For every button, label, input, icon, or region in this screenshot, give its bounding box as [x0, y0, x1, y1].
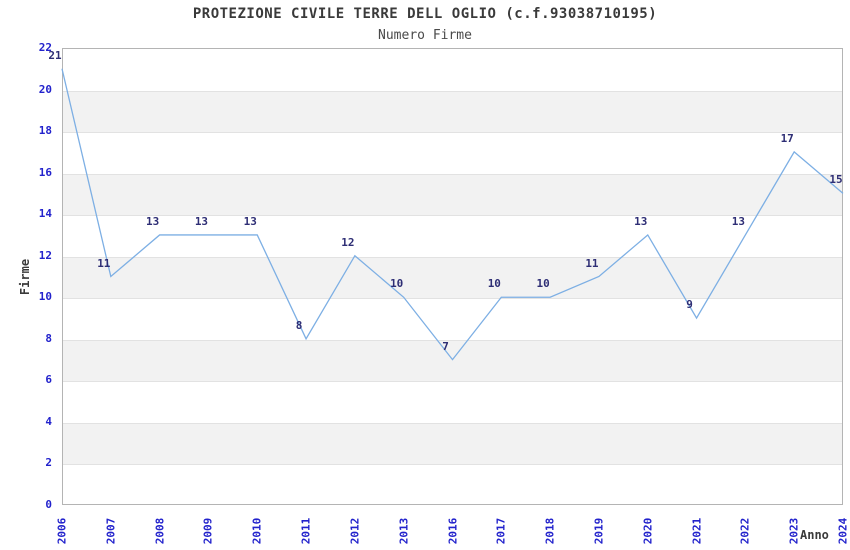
y-tick-label: 16 [38, 165, 52, 179]
x-tick-label: 2006 [55, 517, 69, 545]
x-tick-label: 2009 [201, 517, 215, 545]
gridline [63, 256, 842, 258]
gridline [63, 464, 842, 466]
x-tick-label: 2017 [494, 517, 508, 545]
gridline [63, 381, 842, 383]
y-tick-label: 6 [45, 373, 52, 387]
grid-band [63, 173, 842, 216]
data-point-label: 13 [146, 214, 160, 228]
x-tick-label: 2007 [104, 517, 118, 545]
data-point-label: 13 [634, 214, 648, 228]
gridline [63, 90, 842, 92]
data-point-label: 13 [194, 214, 209, 228]
data-point-label: 15 [829, 173, 843, 187]
x-tick-label: 2012 [348, 517, 362, 545]
gridline [63, 132, 842, 134]
data-point-label: 12 [341, 235, 355, 249]
data-point-label: 8 [295, 318, 303, 332]
gridline [63, 422, 842, 424]
x-tick-label: 2022 [738, 517, 752, 545]
x-tick-label: 2016 [446, 517, 459, 545]
x-tick-label: 2010 [250, 517, 264, 545]
x-tick-label: 2023 [787, 517, 801, 545]
data-point-label: 13 [731, 214, 745, 228]
x-tick-label: 2013 [397, 517, 411, 545]
x-tick-label: 2018 [543, 517, 557, 545]
x-tick-label: 2024 [836, 517, 850, 545]
plot-area [62, 48, 843, 505]
x-tick-label: 2019 [592, 517, 606, 545]
chart-subtitle: Numero Firme [378, 28, 472, 43]
grid-band [63, 422, 842, 465]
data-point-label: 17 [780, 131, 794, 145]
x-tick-label: 2008 [153, 517, 167, 545]
y-tick-label: 20 [38, 82, 52, 96]
y-tick-label: 2 [45, 456, 52, 470]
gridline [63, 215, 842, 217]
y-tick-label: 22 [38, 41, 52, 54]
y-tick-label: 0 [45, 498, 52, 511]
gridline [63, 298, 842, 300]
data-point-label: 11 [585, 256, 599, 270]
chart-title: PROTEZIONE CIVILE TERRE DELL OGLIO (c.f.… [192, 6, 658, 22]
y-tick-label: 14 [38, 207, 52, 221]
data-point-label: 11 [97, 256, 111, 270]
grid-band [63, 339, 842, 382]
grid-band [63, 90, 842, 133]
y-tick-label: 12 [38, 248, 52, 262]
data-point-label: 9 [686, 298, 693, 312]
y-tick-label: 8 [45, 331, 52, 345]
data-point-label: 10 [487, 277, 501, 291]
gridline [63, 339, 842, 341]
data-point-label: 10 [390, 277, 404, 291]
x-tick-label: 2021 [690, 517, 704, 545]
data-point-label: 21 [48, 48, 62, 62]
y-axis-label: Firme [18, 258, 32, 296]
gridline [63, 173, 842, 175]
y-tick-label: 4 [45, 414, 52, 428]
y-tick-label: 10 [38, 290, 52, 304]
x-tick-label: 2011 [299, 517, 313, 545]
x-axis-label: Anno [800, 528, 829, 542]
y-tick-label: 18 [38, 124, 52, 138]
data-point-label: 10 [536, 277, 550, 291]
data-point-label: 13 [243, 214, 257, 228]
grid-band [63, 256, 842, 299]
data-point-label: 7 [442, 339, 449, 353]
x-tick-label: 2020 [641, 517, 655, 545]
